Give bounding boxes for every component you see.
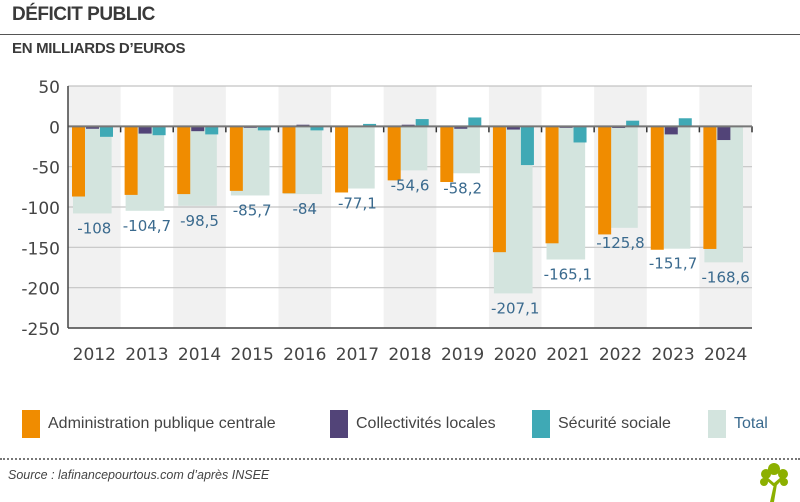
x-tick-label: 2021 bbox=[546, 345, 589, 365]
data-label: -54,6 bbox=[391, 176, 430, 194]
data-label: -108 bbox=[77, 219, 111, 237]
y-tick-label: 0 bbox=[49, 118, 60, 138]
x-tick-label: 2014 bbox=[178, 345, 221, 365]
x-tick-label: 2022 bbox=[599, 345, 642, 365]
chart-title: DÉFICIT PUBLIC bbox=[12, 4, 155, 25]
data-label: -104,7 bbox=[123, 217, 171, 235]
x-tick-label: 2013 bbox=[125, 345, 168, 365]
x-tick-label: 2020 bbox=[494, 345, 537, 365]
data-label: -168,6 bbox=[702, 268, 750, 286]
bar-apuc bbox=[72, 126, 85, 197]
x-tick-label: 2018 bbox=[388, 345, 431, 365]
legend-item-total: Total bbox=[708, 410, 768, 438]
legend-swatch-total bbox=[708, 410, 726, 438]
bar-ss bbox=[100, 126, 113, 137]
x-tick-label: 2023 bbox=[651, 345, 694, 365]
bar-ss bbox=[468, 117, 482, 127]
legend-swatch-ss bbox=[532, 410, 550, 438]
legend-swatch-local bbox=[330, 410, 348, 438]
chart-subtitle: EN MILLIARDS D’EUROS bbox=[12, 40, 186, 57]
bar-ss bbox=[573, 126, 587, 143]
y-tick-label: -150 bbox=[21, 239, 60, 259]
bar-ss bbox=[363, 123, 377, 127]
footer-divider bbox=[0, 458, 800, 460]
bar-apuc bbox=[703, 126, 717, 249]
bar-apuc bbox=[229, 126, 243, 191]
bar-local bbox=[454, 126, 468, 129]
bar-local bbox=[506, 126, 520, 130]
data-label: -207,1 bbox=[491, 299, 539, 317]
data-label: -125,8 bbox=[596, 234, 644, 252]
data-label: -85,7 bbox=[233, 201, 272, 219]
bar-ss bbox=[626, 120, 640, 127]
bar-ss bbox=[310, 126, 324, 131]
bar-ss bbox=[257, 126, 271, 131]
bar-ss bbox=[520, 126, 534, 166]
y-tick-label: -50 bbox=[32, 159, 60, 179]
legend-label-apuc: Administration publique centrale bbox=[48, 415, 276, 432]
chart-plot: 50 0 -50 -100 -150 -200 -250 -108 2012 -104,7 2013… bbox=[21, 78, 753, 365]
y-tick-label: -100 bbox=[21, 199, 60, 219]
y-tick-label: -250 bbox=[21, 320, 60, 340]
y-tick-label: 50 bbox=[38, 78, 60, 98]
legend-swatch-apuc bbox=[22, 410, 40, 438]
x-tick-label: 2017 bbox=[336, 345, 379, 365]
bar-apuc bbox=[492, 126, 506, 253]
bar-apuc bbox=[124, 126, 138, 195]
legend-label-total: Total bbox=[734, 415, 768, 432]
data-label: -151,7 bbox=[649, 255, 697, 273]
bar-ss bbox=[152, 126, 166, 136]
bar-apuc bbox=[545, 126, 559, 244]
bar-apuc bbox=[440, 126, 454, 182]
bar-local bbox=[138, 126, 152, 134]
bar-apuc bbox=[650, 126, 664, 250]
bar-local bbox=[717, 126, 731, 141]
data-label: -58,2 bbox=[443, 179, 482, 197]
bar-apuc bbox=[282, 126, 296, 194]
bar-apuc bbox=[387, 126, 401, 181]
legend-item-local: Collectivités locales bbox=[330, 410, 496, 438]
bar-ss bbox=[415, 119, 429, 127]
bar-local bbox=[86, 126, 99, 129]
bar-apuc bbox=[598, 126, 612, 235]
y-tick-label: -200 bbox=[21, 280, 60, 300]
bar-local bbox=[191, 126, 205, 132]
data-label: -84 bbox=[293, 200, 318, 218]
title-divider bbox=[0, 34, 800, 35]
chart-legend: Administration publique centrale Collect… bbox=[0, 404, 800, 444]
bar-apuc bbox=[177, 126, 191, 195]
data-label: -77,1 bbox=[338, 195, 377, 213]
x-tick-label: 2012 bbox=[73, 345, 116, 365]
source-note: Source : lafinancepourtous.com d’après I… bbox=[8, 468, 270, 482]
x-tick-label: 2016 bbox=[283, 345, 326, 365]
legend-label-local: Collectivités locales bbox=[356, 415, 496, 432]
x-tick-label: 2019 bbox=[441, 345, 484, 365]
legend-item-apuc: Administration publique centrale bbox=[22, 410, 276, 438]
bar-local bbox=[664, 126, 678, 135]
x-tick-label: 2024 bbox=[704, 345, 747, 365]
legend-label-ss: Sécurité sociale bbox=[558, 415, 671, 432]
bar-apuc bbox=[335, 126, 349, 193]
data-label: -98,5 bbox=[180, 212, 219, 230]
bar-ss bbox=[205, 126, 219, 135]
bar-ss bbox=[678, 118, 692, 127]
data-label: -165,1 bbox=[544, 266, 592, 284]
legend-item-ss: Sécurité sociale bbox=[532, 410, 671, 438]
tree-icon bbox=[760, 463, 788, 502]
x-tick-label: 2015 bbox=[231, 345, 274, 365]
